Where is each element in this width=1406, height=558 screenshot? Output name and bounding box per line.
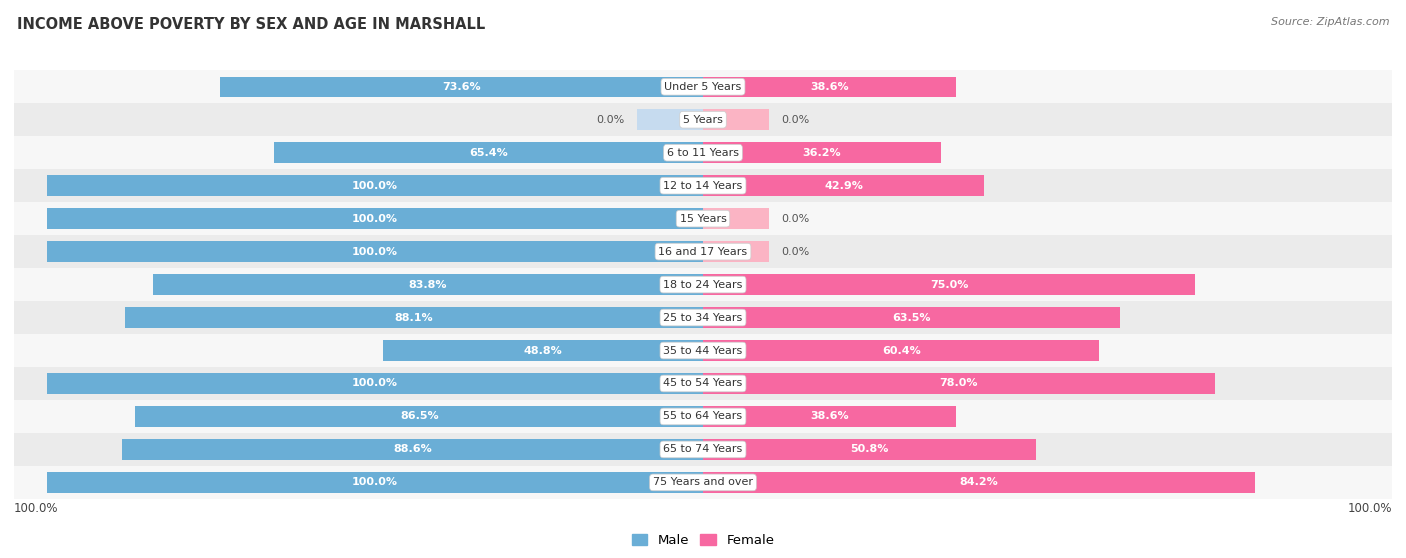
Text: 100.0%: 100.0% xyxy=(352,478,398,488)
Text: Source: ZipAtlas.com: Source: ZipAtlas.com xyxy=(1271,17,1389,27)
Text: 36.2%: 36.2% xyxy=(803,148,841,158)
Bar xyxy=(703,406,956,427)
Bar xyxy=(703,109,769,130)
Text: 50.8%: 50.8% xyxy=(851,444,889,454)
Text: 38.6%: 38.6% xyxy=(810,411,849,421)
Text: 100.0%: 100.0% xyxy=(352,181,398,191)
Bar xyxy=(14,136,1392,169)
Text: 15 Years: 15 Years xyxy=(679,214,727,224)
Text: 45 to 54 Years: 45 to 54 Years xyxy=(664,378,742,388)
Text: 18 to 24 Years: 18 to 24 Years xyxy=(664,280,742,290)
Text: INCOME ABOVE POVERTY BY SEX AND AGE IN MARSHALL: INCOME ABOVE POVERTY BY SEX AND AGE IN M… xyxy=(17,17,485,32)
Bar xyxy=(703,307,1119,328)
Bar xyxy=(703,275,1195,295)
Bar xyxy=(703,208,769,229)
Bar xyxy=(46,472,703,493)
Bar xyxy=(703,373,1215,394)
Text: 86.5%: 86.5% xyxy=(399,411,439,421)
Bar xyxy=(14,301,1392,334)
Text: 65.4%: 65.4% xyxy=(470,148,508,158)
Text: 63.5%: 63.5% xyxy=(891,312,931,323)
Bar xyxy=(382,340,703,360)
Text: 0.0%: 0.0% xyxy=(782,247,810,257)
Text: 75.0%: 75.0% xyxy=(929,280,969,290)
Bar xyxy=(46,373,703,394)
Text: 16 and 17 Years: 16 and 17 Years xyxy=(658,247,748,257)
Bar xyxy=(703,175,984,196)
Text: 100.0%: 100.0% xyxy=(352,214,398,224)
Text: 6 to 11 Years: 6 to 11 Years xyxy=(666,148,740,158)
Bar xyxy=(14,466,1392,499)
Bar xyxy=(703,439,1036,460)
Bar xyxy=(703,472,1256,493)
Bar xyxy=(14,235,1392,268)
Bar xyxy=(153,275,703,295)
Bar xyxy=(274,142,703,163)
Text: Under 5 Years: Under 5 Years xyxy=(665,81,741,92)
Bar xyxy=(703,242,769,262)
Text: 84.2%: 84.2% xyxy=(960,478,998,488)
Bar xyxy=(14,268,1392,301)
Text: 5 Years: 5 Years xyxy=(683,115,723,125)
Bar xyxy=(135,406,703,427)
Text: 55 to 64 Years: 55 to 64 Years xyxy=(664,411,742,421)
Bar xyxy=(703,340,1099,360)
Text: 12 to 14 Years: 12 to 14 Years xyxy=(664,181,742,191)
Text: 100.0%: 100.0% xyxy=(1347,502,1392,515)
Bar xyxy=(14,70,1392,103)
Text: 25 to 34 Years: 25 to 34 Years xyxy=(664,312,742,323)
Bar xyxy=(221,76,703,97)
Bar xyxy=(703,76,956,97)
Text: 100.0%: 100.0% xyxy=(352,378,398,388)
Text: 83.8%: 83.8% xyxy=(409,280,447,290)
Text: 100.0%: 100.0% xyxy=(352,247,398,257)
Text: 48.8%: 48.8% xyxy=(523,345,562,355)
Text: 78.0%: 78.0% xyxy=(939,378,979,388)
Text: 35 to 44 Years: 35 to 44 Years xyxy=(664,345,742,355)
Text: 73.6%: 73.6% xyxy=(443,81,481,92)
Text: 42.9%: 42.9% xyxy=(824,181,863,191)
Bar xyxy=(46,208,703,229)
Bar xyxy=(14,367,1392,400)
Text: 0.0%: 0.0% xyxy=(782,214,810,224)
Text: 0.0%: 0.0% xyxy=(782,115,810,125)
Bar xyxy=(703,142,941,163)
Bar xyxy=(14,103,1392,136)
Text: 75 Years and over: 75 Years and over xyxy=(652,478,754,488)
Bar xyxy=(14,334,1392,367)
Text: 88.6%: 88.6% xyxy=(392,444,432,454)
Legend: Male, Female: Male, Female xyxy=(626,528,780,552)
Text: 100.0%: 100.0% xyxy=(14,502,59,515)
Bar xyxy=(46,242,703,262)
Bar xyxy=(14,433,1392,466)
Text: 88.1%: 88.1% xyxy=(395,312,433,323)
Bar xyxy=(637,109,703,130)
Bar xyxy=(122,439,703,460)
Text: 65 to 74 Years: 65 to 74 Years xyxy=(664,444,742,454)
Text: 60.4%: 60.4% xyxy=(882,345,921,355)
Bar xyxy=(14,400,1392,433)
Bar xyxy=(125,307,703,328)
Bar xyxy=(46,175,703,196)
Text: 0.0%: 0.0% xyxy=(596,115,624,125)
Bar xyxy=(14,169,1392,202)
Text: 38.6%: 38.6% xyxy=(810,81,849,92)
Bar xyxy=(14,202,1392,235)
